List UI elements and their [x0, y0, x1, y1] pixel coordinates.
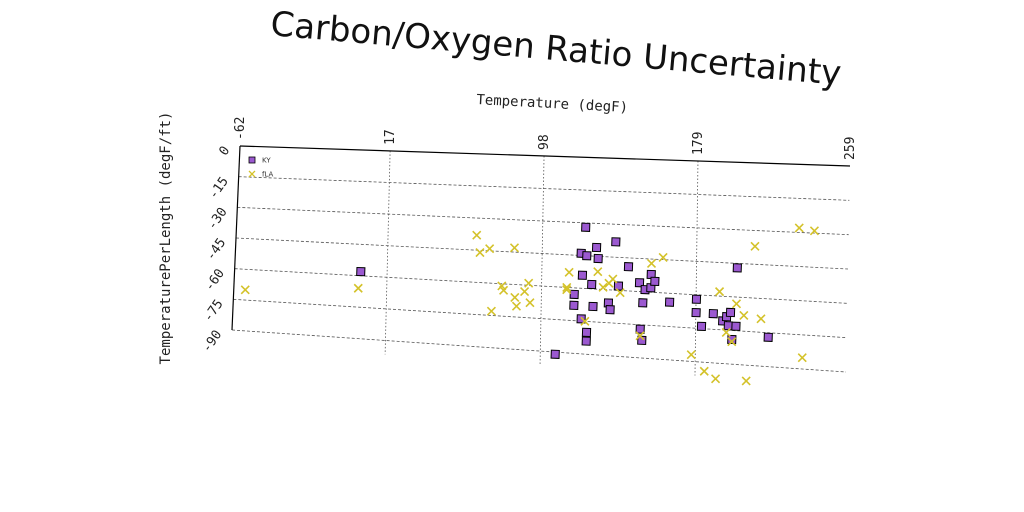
data-point [639, 299, 647, 307]
y-gridline [239, 177, 850, 201]
y-tick-label: -15 [206, 174, 232, 202]
y-tick-label: -90 [200, 328, 226, 356]
data-point [732, 300, 740, 308]
data-point [624, 263, 632, 271]
data-point [565, 268, 573, 276]
legend-label: fLA [262, 171, 274, 179]
data-point [733, 264, 741, 272]
data-point [241, 286, 249, 294]
data-point [751, 242, 759, 250]
data-point [724, 322, 732, 330]
y-gridline [236, 238, 848, 269]
data-point [486, 245, 494, 253]
data-point [732, 322, 740, 330]
data-point [609, 275, 617, 283]
y-tick-label: -30 [205, 205, 231, 233]
data-point [526, 299, 534, 307]
data-point [716, 288, 724, 296]
x-tick-label: -62 [233, 117, 248, 140]
x-gridline [540, 156, 544, 365]
chart-title: Carbon/Oxygen Ratio Uncertainty [269, 4, 843, 94]
data-point [511, 293, 519, 301]
data-point [687, 351, 695, 359]
data-point [582, 328, 590, 336]
data-point [582, 337, 590, 345]
x-tick-label: 98 [537, 134, 552, 150]
data-point [651, 277, 659, 285]
data-point [757, 315, 765, 323]
data-point [578, 271, 586, 279]
data-point [740, 311, 748, 319]
series-fLA [241, 224, 818, 385]
data-point [697, 322, 705, 330]
legend: KY fLA [249, 157, 274, 179]
data-point [614, 282, 622, 290]
data-point [659, 253, 667, 261]
data-point [525, 279, 533, 287]
data-point [473, 231, 481, 239]
x-gridline [695, 161, 698, 376]
data-point [606, 306, 614, 314]
x-tick-label: 259 [843, 137, 858, 160]
data-point [692, 308, 700, 316]
x-tick-label: 17 [383, 129, 398, 145]
data-point [594, 268, 602, 276]
data-point [692, 295, 700, 303]
data-point [476, 249, 484, 257]
data-point [795, 224, 803, 232]
legend-marker [249, 157, 255, 163]
x-gridline [385, 151, 390, 354]
data-point [521, 288, 529, 296]
legend-label: KY [262, 157, 271, 165]
data-point [510, 244, 518, 252]
data-point [726, 308, 734, 316]
data-point [742, 377, 750, 385]
data-point [583, 252, 591, 260]
data-point [665, 298, 673, 306]
data-point [594, 254, 602, 262]
data-point [487, 307, 495, 315]
y-gridline [233, 299, 846, 337]
data-point [589, 302, 597, 310]
legend-marker [249, 171, 255, 177]
y-gridline [235, 269, 848, 304]
plot-area: 0 -15 -30 -45-60 -75 -90 -62 17 98 179 259 [200, 117, 858, 385]
y-gridline [232, 330, 846, 372]
data-point [709, 310, 717, 318]
data-point [612, 238, 620, 246]
y-axis-label: TemperaturePerLength (degF/ft) [158, 112, 174, 365]
data-point [592, 243, 600, 251]
y-tick-label: -60 [202, 266, 228, 294]
data-point [810, 227, 818, 235]
data-point [648, 259, 656, 267]
data-point [582, 223, 590, 231]
x-axis-label: Temperature (degF) [476, 92, 628, 116]
y-tick-label: -45 [204, 236, 230, 264]
data-point [700, 367, 708, 375]
data-point [570, 301, 578, 309]
data-point [712, 375, 720, 383]
y-tick-label: 0 [216, 144, 233, 159]
data-point [512, 302, 520, 310]
y-tick-label: -75 [201, 297, 227, 325]
data-point [357, 267, 365, 275]
data-point [570, 290, 578, 298]
x-tick-label: 179 [691, 132, 706, 155]
data-point [354, 284, 362, 292]
data-point [551, 350, 559, 358]
data-point [588, 280, 596, 288]
data-point [798, 354, 806, 362]
data-point [764, 333, 772, 341]
